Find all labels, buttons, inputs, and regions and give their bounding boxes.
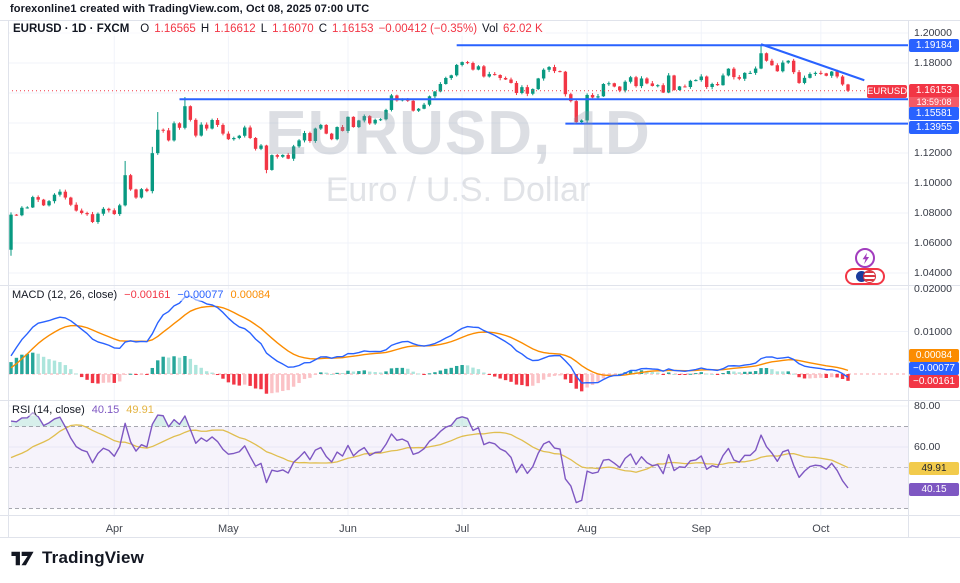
time-axis-month-label: Aug xyxy=(577,523,597,535)
price-axis-label: 1.10000 xyxy=(914,177,952,189)
open-label: O xyxy=(140,23,150,35)
last-price-badge: 1.16153 13:59:08 xyxy=(909,84,959,108)
price-axis-label: 1.18000 xyxy=(914,57,952,69)
symbol-title[interactable]: EURUSD · 1D · FXCM xyxy=(13,23,130,35)
volume-label: Vol xyxy=(482,23,499,35)
price-badge-support2: 1.13955 xyxy=(909,121,959,134)
tradingview-logo-text: TradingView xyxy=(42,548,145,567)
high-value: 1.16612 xyxy=(214,23,256,35)
time-axis-month-label: Oct xyxy=(812,523,830,535)
high-label: H xyxy=(200,23,210,35)
open-value: 1.16565 xyxy=(154,23,196,35)
rsi-value: 40.15 xyxy=(91,404,120,416)
time-axis-month-label: Jun xyxy=(339,523,357,535)
eu-flag-icon xyxy=(855,271,867,282)
currency-pair-icon[interactable] xyxy=(845,268,885,285)
time-axis-month-label: Sep xyxy=(691,523,712,535)
price-badge-support1: 1.15581 xyxy=(909,107,959,120)
close-value: 1.16153 xyxy=(332,23,374,35)
macd-legend: MACD (12, 26, close) −0.00161 −0.00077 0… xyxy=(10,289,273,301)
price-axis-label: 1.20000 xyxy=(914,27,952,39)
time-axis-month-label: Apr xyxy=(105,523,123,535)
rsi-title[interactable]: RSI (14, close) xyxy=(12,404,85,416)
low-label: L xyxy=(260,23,268,35)
symbol-price-label: EURUSD xyxy=(867,85,908,98)
macd-title[interactable]: MACD (12, 26, close) xyxy=(12,289,118,301)
close-label: C xyxy=(318,23,327,35)
rsi-ma-value: 49.91 xyxy=(126,404,154,416)
rsi-legend: RSI (14, close) 40.15 49.91 xyxy=(10,404,156,416)
last-price-value: 1.16153 xyxy=(909,84,959,97)
tradingview-logo[interactable]: TradingView xyxy=(10,548,144,568)
macd-signal-badge: 0.00084 xyxy=(909,349,959,362)
price-axis-label: 1.04000 xyxy=(914,267,952,279)
rsi-axis-label: 80.00 xyxy=(914,400,941,412)
change-value: −0.00412 (−0.35%) xyxy=(378,23,478,35)
us-flag-icon xyxy=(862,270,876,283)
rsi-axis-label: 60.00 xyxy=(914,441,941,453)
macd-line-badge: −0.00077 xyxy=(909,362,959,375)
symbol-legend: EURUSD · 1D · FXCM O 1.16565 H 1.16612 L 1.… xyxy=(10,22,546,36)
macd-hist-badge: −0.00161 xyxy=(909,375,959,388)
price-axis-label: 1.12000 xyxy=(914,147,952,159)
tradingview-logo-icon xyxy=(11,551,34,565)
macd-axis-label: 0.02000 xyxy=(914,283,952,295)
time-axis-month-label: Jul xyxy=(455,523,470,535)
price-axis-label: 1.06000 xyxy=(914,237,952,249)
macd-signal-value: 0.00084 xyxy=(230,289,271,301)
low-value: 1.16070 xyxy=(272,23,314,35)
attribution-text: forexonline1 created with TradingView.co… xyxy=(10,3,370,15)
bar-countdown: 13:59:08 xyxy=(909,97,959,108)
macd-hist-value: −0.00161 xyxy=(124,289,171,301)
price-badge-resistance: 1.19184 xyxy=(909,39,959,52)
time-axis-month-label: May xyxy=(218,523,239,535)
price-axis-label: 1.08000 xyxy=(914,207,952,219)
volume-value: 62.02 K xyxy=(503,23,543,35)
rsi-ma-badge: 49.91 xyxy=(909,462,959,475)
macd-axis-label: 0.01000 xyxy=(914,325,952,338)
macd-line-value: −0.00077 xyxy=(177,289,224,301)
lightning-icon[interactable] xyxy=(855,248,875,268)
rsi-value-badge: 40.15 xyxy=(909,483,959,496)
